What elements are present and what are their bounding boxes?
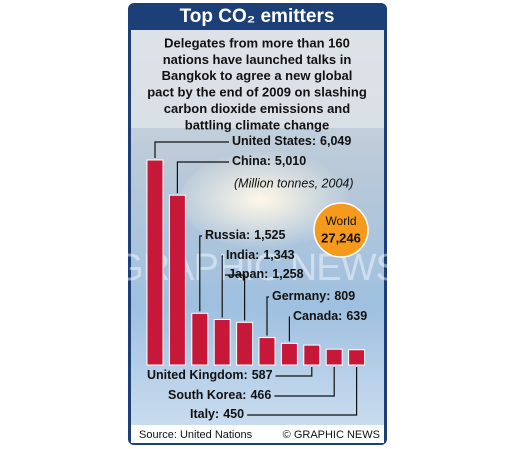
- intro-line: pact by the end of 2009 on slashing: [147, 85, 367, 100]
- value-label: 1,258: [272, 267, 303, 281]
- category-label: Germany:: [272, 289, 330, 303]
- bar-label: United States: 6,049: [232, 134, 351, 148]
- intro-line: carbon dioxide emissions and: [164, 101, 350, 116]
- category-label: Japan:: [228, 267, 268, 281]
- source: Source: United Nations: [139, 429, 253, 441]
- category-label: Canada:: [293, 309, 342, 323]
- world-badge: [313, 202, 369, 258]
- category-label: China:: [232, 154, 271, 168]
- bar-label: Japan: 1,258: [228, 267, 304, 281]
- credit: © GRAPHIC NEWS: [283, 429, 380, 441]
- category-label: India:: [226, 248, 259, 262]
- value-label: 450: [223, 407, 244, 421]
- value-label: 6,049: [320, 134, 351, 148]
- connector: [154, 141, 229, 158]
- bar-label: Germany: 809: [272, 289, 355, 303]
- bar: [236, 321, 254, 366]
- value-label: 466: [250, 388, 271, 402]
- category-label: United Kingdom:: [147, 368, 248, 382]
- bar: [280, 342, 298, 366]
- world-value: 27,246: [321, 230, 361, 245]
- value-label: 587: [252, 368, 273, 382]
- intro-line: nations have launched talks in: [163, 52, 352, 67]
- intro-line: Delegates from more than 160: [164, 35, 350, 50]
- bar: [348, 349, 366, 366]
- value-label: 809: [334, 289, 355, 303]
- value-label: 1,343: [263, 248, 294, 262]
- bar: [325, 348, 343, 366]
- bar: [258, 337, 276, 366]
- bar-label: India: 1,343: [226, 248, 295, 262]
- connector: [275, 367, 313, 377]
- bar: [191, 312, 209, 366]
- category-label: South Korea:: [168, 388, 246, 402]
- category-label: Italy:: [190, 407, 219, 421]
- connector: [176, 161, 229, 194]
- intro-panel: [131, 30, 384, 128]
- plot: Delegates from more than 160 nations have…: [146, 35, 367, 421]
- intro-line: battling climate change: [185, 117, 329, 132]
- bar-label: Canada: 639: [293, 309, 367, 323]
- bar-label: United Kingdom: 587: [147, 368, 273, 382]
- value-label: 1,525: [254, 228, 285, 242]
- connector: [199, 235, 202, 312]
- bar: [303, 344, 321, 366]
- chart-title: Top CO₂ emitters: [180, 6, 335, 27]
- bar: [146, 159, 164, 366]
- connector: [274, 367, 335, 397]
- bar-label: Russia: 1,525: [205, 228, 285, 242]
- footer: [131, 425, 384, 443]
- value-label: 639: [346, 309, 367, 323]
- intro-line: Bangkok to agree a new global: [162, 68, 353, 83]
- bar-label: China: 5,010: [232, 154, 306, 168]
- category-label: Russia:: [205, 228, 250, 242]
- connector: [266, 296, 269, 336]
- connector: [288, 316, 290, 342]
- bar-label: Italy: 450: [190, 407, 244, 421]
- connector: [225, 274, 246, 321]
- bar-label: South Korea: 466: [168, 388, 271, 402]
- world-label: World: [325, 214, 356, 228]
- category-label: United States:: [232, 134, 316, 148]
- bar: [168, 194, 186, 366]
- connector: [221, 255, 223, 318]
- bar: [213, 318, 231, 366]
- unit-note: (Million tonnes, 2004): [234, 176, 354, 190]
- connector: [247, 367, 358, 416]
- value-label: 5,010: [275, 154, 306, 168]
